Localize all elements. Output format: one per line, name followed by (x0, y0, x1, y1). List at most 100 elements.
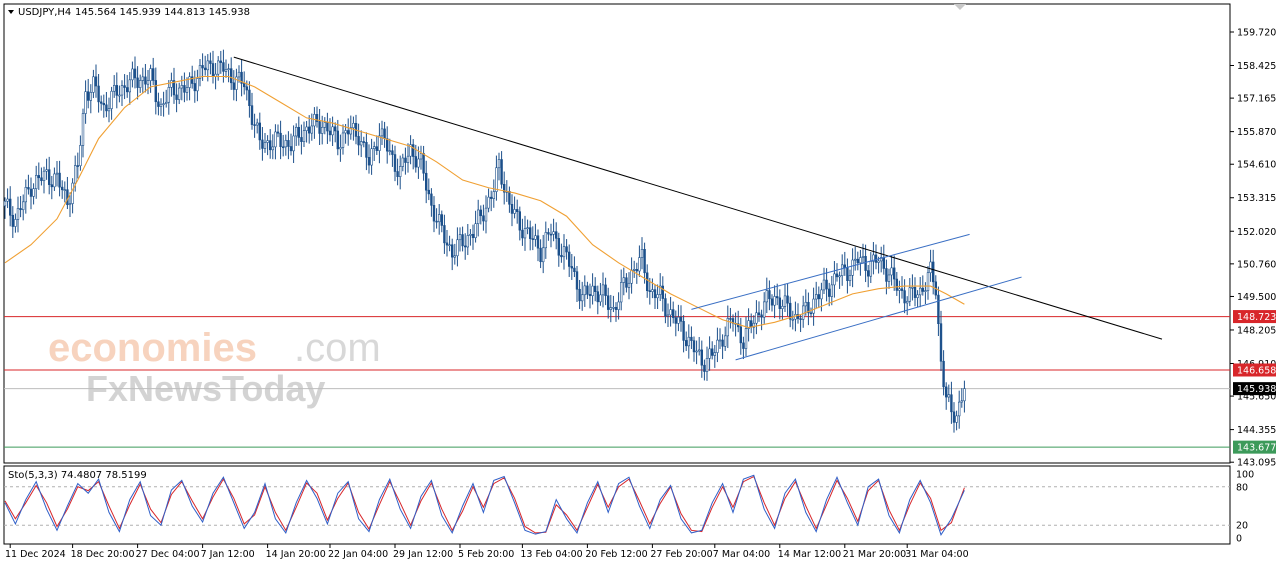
candle-body (206, 60, 209, 71)
candle-body (209, 60, 212, 64)
candle-body (885, 268, 888, 282)
candle-body (518, 211, 522, 231)
candle-body (58, 172, 61, 188)
level-tag-2-text: 143.677 (1237, 443, 1276, 454)
level-tag-0-text: 148.723 (1237, 312, 1276, 323)
price-tick-label: 154.610 (1237, 160, 1276, 171)
price-tick-label: 149.500 (1237, 292, 1276, 303)
candle-body (895, 278, 899, 291)
channel-upper-line[interactable] (691, 233, 970, 310)
candle-body (760, 314, 763, 318)
candle-body (619, 282, 623, 303)
candle-body (279, 132, 282, 148)
candle-body (401, 157, 404, 167)
candle-body (521, 229, 524, 239)
candle-body (562, 246, 566, 258)
candle-body (362, 141, 365, 143)
candle-body (388, 150, 391, 153)
stochastic-axis-tick: 20 (1236, 521, 1248, 532)
candle-body (708, 348, 711, 359)
candle-body (757, 312, 761, 316)
candle-body (110, 90, 113, 109)
candle-body (588, 294, 592, 297)
candle-body (245, 86, 248, 91)
candle-body (752, 322, 756, 328)
candle-body (227, 68, 230, 70)
candle-body (573, 267, 576, 272)
candle-body (198, 65, 202, 79)
candle-body (118, 94, 121, 97)
candle-body (846, 267, 849, 281)
descending-trendline[interactable] (233, 56, 1163, 340)
candle-body (926, 272, 930, 291)
candle-body (84, 91, 87, 114)
candle-body (700, 349, 704, 366)
candle-body (487, 196, 490, 209)
candle-body (430, 193, 433, 206)
candle-body (162, 103, 165, 105)
candle-body (417, 158, 420, 168)
candle-body (838, 275, 841, 278)
stochastic-axis-tick: 100 (1236, 470, 1254, 481)
time-tick-label: 21 Mar 20:00 (843, 549, 906, 560)
level-tag-1-text: 146.658 (1237, 366, 1276, 377)
candle-body (786, 295, 789, 304)
candle-body (578, 288, 581, 302)
candle-body (445, 242, 449, 246)
candle-body (635, 269, 639, 272)
candle-body (879, 257, 883, 262)
candle-body (575, 271, 579, 290)
candle-body (191, 76, 194, 84)
candle-body (352, 122, 355, 129)
candle-body (601, 284, 605, 296)
candle-body (666, 314, 670, 317)
candle-body (432, 205, 436, 222)
price-tick-label: 158.425 (1237, 61, 1276, 72)
candle-body (677, 316, 680, 324)
candle-body (723, 335, 727, 347)
candle-body (882, 257, 886, 269)
candle-body (898, 288, 901, 291)
candle-body (307, 126, 311, 134)
candle-body (513, 209, 516, 214)
chart-shift-marker (954, 4, 966, 10)
candle-body (640, 249, 644, 258)
candle-body (643, 249, 646, 274)
candle-body (765, 290, 769, 303)
candle-body (11, 214, 14, 227)
candle-body (952, 411, 956, 423)
candle-body (456, 239, 459, 257)
candle-body (783, 295, 787, 307)
candle-body (591, 285, 594, 297)
candle-body (755, 312, 758, 324)
candle-body (495, 167, 498, 192)
candle-body (144, 76, 147, 85)
candle-body (76, 165, 80, 167)
candle-body (32, 188, 35, 197)
candle-body (393, 154, 397, 172)
time-tick-label: 31 Mar 04:00 (905, 549, 968, 560)
candle-body (825, 279, 828, 290)
candle-body (814, 294, 818, 300)
candle-body (567, 251, 571, 267)
symbol-dropdown-icon[interactable] (8, 10, 14, 14)
candle-body (957, 401, 961, 417)
stochastic-plot-area[interactable] (3, 465, 1231, 545)
candle-body (924, 290, 927, 292)
main-plot-area[interactable] (3, 3, 1231, 464)
channel-lower-line[interactable] (735, 276, 1022, 361)
candle-body (300, 137, 303, 142)
candle-body (165, 101, 168, 104)
candle-body (250, 105, 254, 125)
candle-body (398, 166, 402, 177)
candle-body (749, 320, 753, 328)
candle-body (874, 254, 878, 263)
candle-body (310, 125, 313, 134)
candle-body (294, 126, 298, 137)
candle-body (344, 130, 347, 134)
candle-body (718, 339, 722, 342)
candle-body (658, 285, 662, 295)
candle-body (674, 317, 678, 324)
price-tick-label: 153.315 (1237, 193, 1276, 204)
